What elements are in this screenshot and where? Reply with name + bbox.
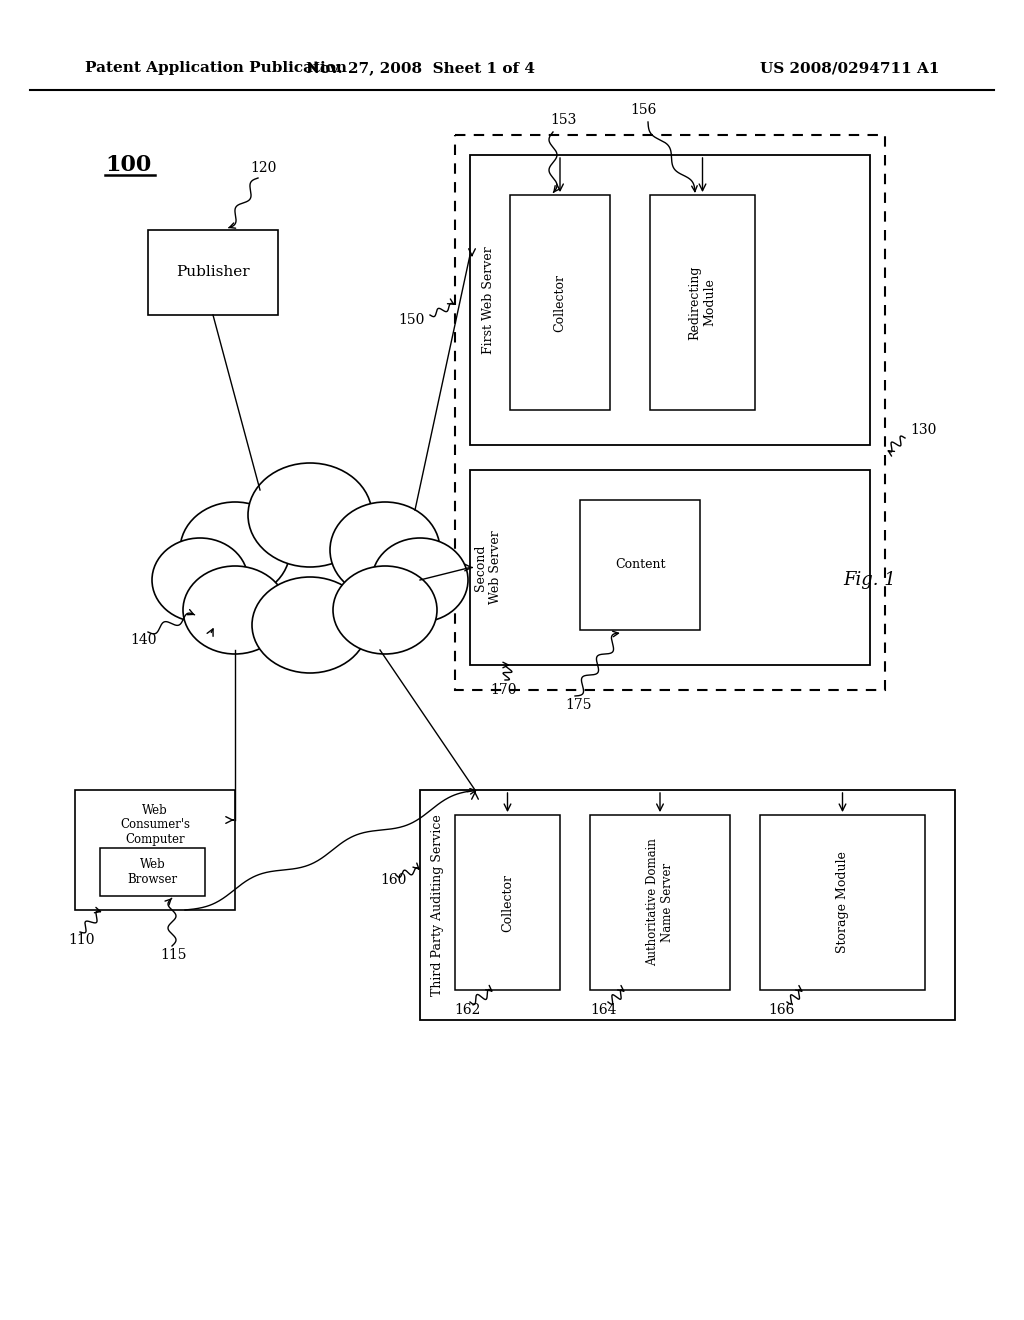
- Text: Second
Web Server: Second Web Server: [474, 531, 502, 605]
- Text: US 2008/0294711 A1: US 2008/0294711 A1: [760, 61, 939, 75]
- Text: Collector: Collector: [501, 874, 514, 932]
- Text: Web
Consumer's
Computer: Web Consumer's Computer: [120, 804, 190, 846]
- Text: First Web Server: First Web Server: [481, 246, 495, 354]
- Ellipse shape: [252, 577, 368, 673]
- Ellipse shape: [152, 539, 248, 622]
- Text: Publisher: Publisher: [176, 265, 250, 280]
- Text: 130: 130: [910, 422, 936, 437]
- Bar: [148, 230, 278, 315]
- Bar: [590, 814, 730, 990]
- Text: 160: 160: [380, 873, 407, 887]
- Text: 166: 166: [768, 1003, 795, 1016]
- Bar: [650, 195, 755, 411]
- Ellipse shape: [330, 502, 440, 598]
- Text: Content: Content: [614, 558, 666, 572]
- Bar: [470, 470, 870, 665]
- Text: 162: 162: [454, 1003, 480, 1016]
- Text: Patent Application Publication: Patent Application Publication: [85, 61, 347, 75]
- Ellipse shape: [372, 539, 468, 622]
- Bar: [455, 814, 560, 990]
- Bar: [100, 847, 205, 896]
- Text: 153: 153: [550, 114, 577, 127]
- Bar: [580, 500, 700, 630]
- Text: 140: 140: [130, 634, 157, 647]
- Text: 120: 120: [250, 161, 276, 176]
- Text: 100: 100: [105, 154, 152, 176]
- Ellipse shape: [333, 566, 437, 653]
- Bar: [75, 789, 234, 909]
- Text: Collector: Collector: [554, 273, 566, 331]
- Text: 170: 170: [490, 682, 516, 697]
- Ellipse shape: [180, 502, 290, 598]
- Text: Third Party Auditing Service: Third Party Auditing Service: [431, 814, 444, 995]
- Bar: [760, 814, 925, 990]
- Text: 156: 156: [630, 103, 656, 117]
- Ellipse shape: [248, 463, 372, 568]
- Text: 175: 175: [565, 698, 592, 711]
- Text: Authoritative Domain
Name Server: Authoritative Domain Name Server: [646, 838, 674, 966]
- Text: Storage Module: Storage Module: [836, 851, 849, 953]
- Text: 164: 164: [590, 1003, 616, 1016]
- Bar: [455, 135, 885, 690]
- Bar: [470, 154, 870, 445]
- Text: 115: 115: [160, 948, 186, 962]
- Text: Nov. 27, 2008  Sheet 1 of 4: Nov. 27, 2008 Sheet 1 of 4: [305, 61, 535, 75]
- Text: 150: 150: [398, 313, 425, 327]
- Ellipse shape: [230, 502, 390, 638]
- Text: Web
Browser: Web Browser: [127, 858, 177, 886]
- Bar: [420, 789, 955, 1020]
- Bar: [510, 195, 610, 411]
- Text: 110: 110: [68, 933, 94, 946]
- Text: Redirecting
Module: Redirecting Module: [688, 265, 717, 339]
- Text: Fig. 1: Fig. 1: [844, 572, 896, 589]
- Ellipse shape: [183, 566, 287, 653]
